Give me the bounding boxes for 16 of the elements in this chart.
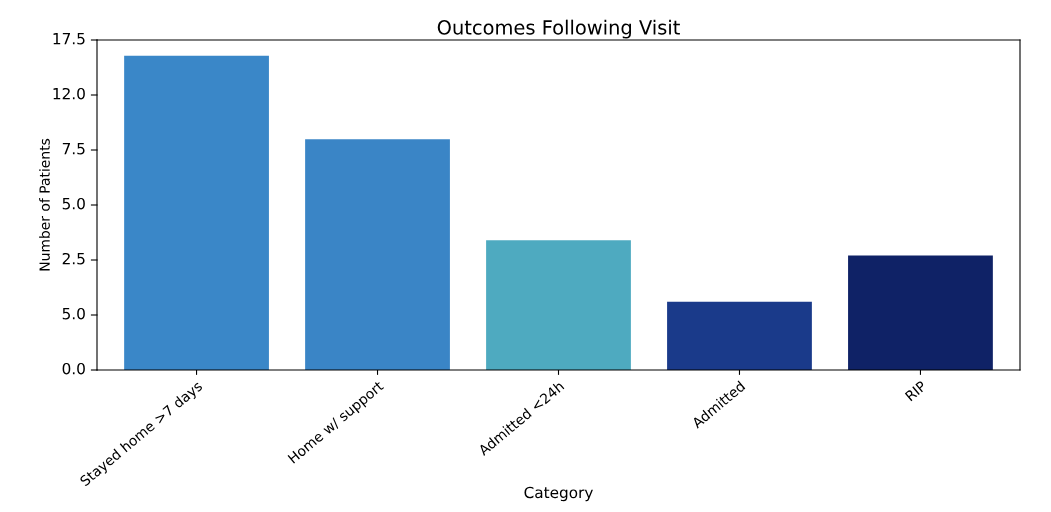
text: 2.5	[62, 252, 85, 265]
bar	[305, 139, 450, 370]
text: 5.0	[62, 307, 85, 320]
bar	[667, 301, 812, 370]
chart-title: Outcomes Following Visit	[437, 19, 680, 39]
text: 0.0	[62, 362, 85, 375]
text: 17.5	[53, 33, 85, 45]
bar	[486, 240, 631, 370]
y-axis-title: Number of Patients	[39, 138, 50, 271]
bar	[848, 255, 993, 370]
x-axis-title: Category	[524, 486, 593, 502]
text: 7.5	[62, 143, 85, 155]
text: 5.0	[62, 197, 85, 210]
bar	[124, 55, 269, 370]
x-tick-label: RIP	[904, 380, 927, 402]
text: 12.0	[53, 87, 85, 100]
